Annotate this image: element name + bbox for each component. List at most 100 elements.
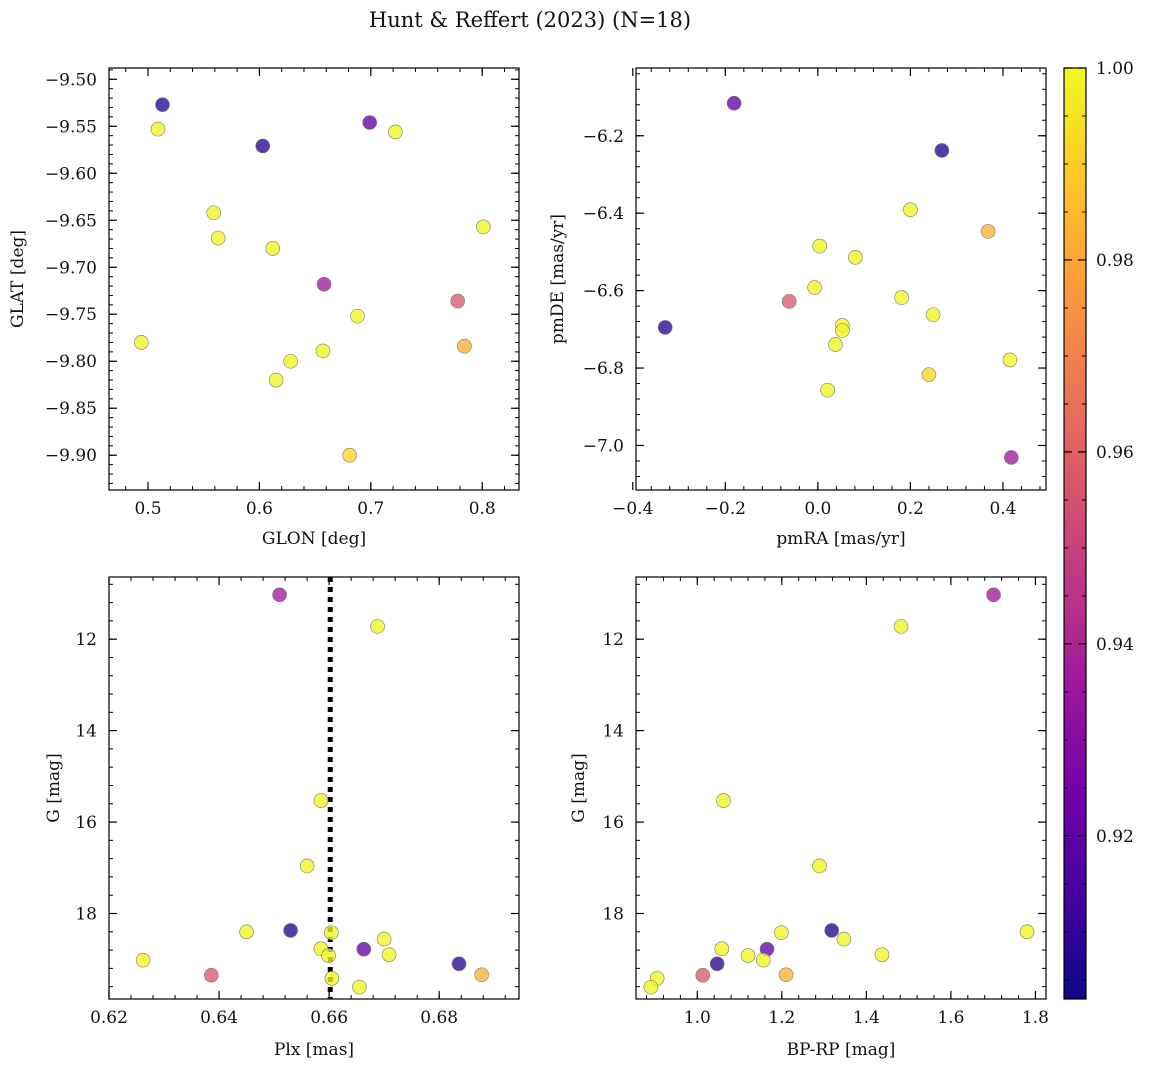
data-point	[824, 923, 840, 938]
data-point	[474, 967, 489, 983]
colorbar-tick-label: 1.00	[1096, 59, 1134, 79]
x-tick-label: 1.8	[1022, 1008, 1049, 1028]
plot-frame	[108, 576, 520, 1000]
data-point	[894, 290, 909, 305]
data-point	[356, 941, 372, 957]
data-point	[1002, 352, 1018, 368]
data-point	[716, 793, 731, 808]
data-point	[986, 587, 1001, 603]
x-tick-label: 1.0	[684, 1008, 711, 1028]
data-point	[726, 95, 742, 111]
data-point	[980, 224, 996, 239]
y-tick-label: 18	[75, 905, 97, 925]
y-tick-label: −6.8	[583, 359, 624, 379]
data-point	[812, 238, 828, 254]
data-point	[714, 941, 730, 957]
data-point	[835, 323, 850, 338]
data-point	[812, 858, 827, 874]
colorbar-ticks: 0.92 0.94 0.96 0.98 1.00	[1064, 59, 1134, 981]
data-point	[255, 138, 271, 154]
axis-ticks: 1.0 1.2 1.4 1.6 1.8 12 14 16 18	[602, 577, 1049, 1028]
y-tick-label: −9.80	[45, 352, 97, 372]
y-tick-label: −9.60	[45, 164, 97, 184]
data-point	[370, 619, 385, 634]
y-tick-label: 12	[602, 630, 624, 650]
data-point	[755, 952, 771, 968]
data-point	[774, 925, 789, 941]
x-tick-label: −0.4	[612, 499, 653, 519]
data-point	[316, 276, 332, 292]
colorbar-fill	[1064, 68, 1086, 999]
y-axis-label: GLAT [deg]	[8, 230, 28, 328]
x-tick-label: 0.5	[134, 499, 161, 519]
y-tick-label: −7.0	[583, 436, 624, 456]
data-point	[324, 971, 340, 986]
y-axis-label: G [mag]	[44, 753, 64, 822]
y-axis-label: G [mag]	[569, 753, 589, 822]
colorbar-tick-label: 0.96	[1096, 443, 1134, 463]
plot-frame	[635, 67, 1047, 491]
panel-plx-g: 0.62 0.64 0.66 0.68 12 14 16 18 Plx [mas] G [ma…	[44, 576, 520, 1060]
data-point	[740, 948, 756, 963]
panel-pmra-pmde: −0.4 −0.2 0.0 0.2 0.4 −6.2 −6.4 −6.6 −6.8 −7.0 pm…	[548, 67, 1047, 549]
plot-frame	[635, 576, 1047, 1000]
y-tick-label: −9.75	[45, 305, 97, 325]
y-tick-label: 16	[602, 813, 624, 833]
data-point	[451, 956, 467, 972]
data-point	[848, 250, 863, 265]
data-point	[921, 367, 937, 382]
x-tick-label: 0.62	[90, 1008, 128, 1028]
axis-ticks: −0.4 −0.2 0.0 0.2 0.4 −6.2 −6.4 −6.6 −6.8 −7.0	[583, 68, 1046, 519]
y-tick-label: −6.6	[583, 282, 624, 302]
data-point	[342, 447, 357, 463]
x-axis-label: Plx [mas]	[274, 1040, 354, 1060]
data-point	[695, 967, 711, 983]
x-tick-label: 0.6	[246, 499, 273, 519]
colorbar-tick-label: 0.98	[1096, 251, 1134, 271]
y-tick-label: 16	[75, 813, 97, 833]
y-tick-label: −9.85	[45, 399, 97, 419]
axis-ticks: 0.5 0.6 0.7 0.8 −9.50 −9.55 −9.60 −9.65 −9.70 −9.…	[45, 68, 519, 519]
data-point	[315, 343, 331, 359]
x-tick-label: 0.7	[357, 499, 384, 519]
data-point	[350, 308, 365, 324]
x-tick-label: 0.8	[469, 499, 496, 519]
x-tick-label: 1.2	[768, 1008, 795, 1028]
data-point	[135, 952, 151, 968]
data-point	[934, 143, 950, 158]
data-point	[239, 924, 254, 940]
data-point	[781, 294, 797, 309]
data-points	[135, 587, 489, 995]
data-point	[376, 931, 392, 947]
data-point	[778, 967, 794, 983]
y-tick-label: −9.70	[45, 258, 97, 278]
y-tick-label: −9.50	[45, 70, 97, 90]
data-point	[1019, 924, 1035, 940]
data-point	[657, 320, 673, 335]
colorbar-frame	[1063, 67, 1087, 1000]
x-tick-label: 0.66	[310, 1008, 348, 1028]
x-axis-label: BP-RP [mag]	[787, 1040, 896, 1060]
axis-ticks: 0.62 0.64 0.66 0.68 12 14 16 18	[75, 577, 519, 1028]
y-tick-label: 14	[75, 722, 97, 742]
data-point	[321, 948, 336, 963]
data-point	[807, 280, 822, 295]
data-point	[313, 793, 329, 808]
data-point	[362, 115, 378, 130]
data-point	[299, 858, 315, 874]
y-tick-label: −6.4	[583, 204, 624, 224]
panel-glon-glat: 0.5 0.6 0.7 0.8 −9.50 −9.55 −9.60 −9.65 −9.70 −9.…	[8, 67, 520, 549]
data-point	[476, 219, 491, 235]
data-point	[903, 202, 918, 217]
x-tick-label: 0.64	[200, 1008, 238, 1028]
colorbar-tick-label: 0.92	[1096, 827, 1134, 847]
colorbar: 0.92 0.94 0.96 0.98 1.00	[1063, 59, 1134, 1000]
data-point	[265, 241, 281, 256]
data-point	[1003, 450, 1019, 465]
data-point	[206, 205, 222, 221]
data-point	[925, 307, 941, 322]
y-tick-label: −9.55	[45, 117, 97, 137]
data-point	[457, 338, 472, 354]
x-tick-label: 1.6	[937, 1008, 964, 1028]
